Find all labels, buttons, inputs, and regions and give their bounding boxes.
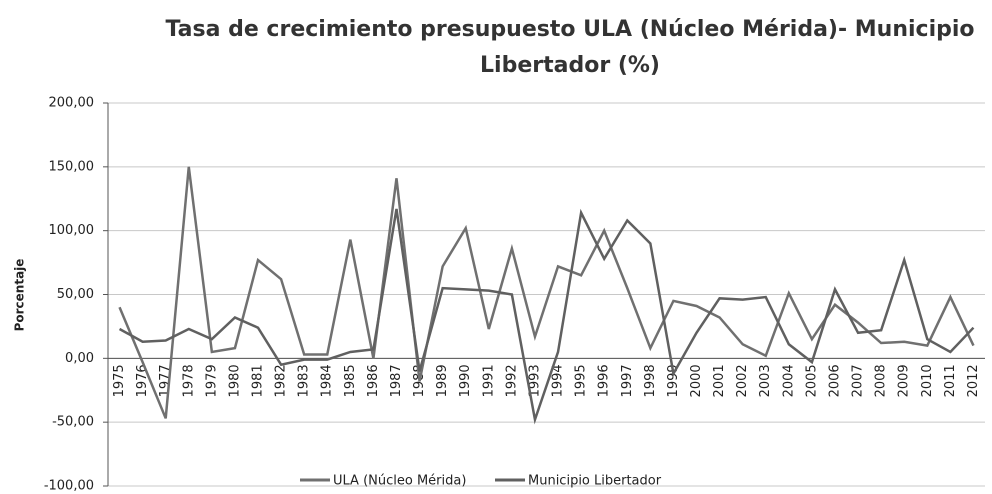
x-tick-label: 2001 [712,364,727,397]
x-tick-label: 1981 [251,364,266,397]
legend-label: ULA (Núcleo Mérida) [333,474,466,489]
x-tick-label: 1999 [666,364,681,397]
legend-label: Municipio Libertador [528,474,662,489]
x-tick-label: 2004 [781,364,796,397]
x-tick-label: 2012 [966,364,981,397]
x-tick-label: 1990 [458,364,473,397]
y-tick-label: 150,00 [49,159,95,174]
y-tick-label: -50,00 [52,415,94,430]
series-line [118,208,975,425]
y-tick-label: 0,00 [65,351,94,366]
x-tick-label: 1976 [135,364,150,397]
x-tick-label: 1986 [366,364,381,397]
x-tick-label: 2003 [758,364,773,397]
x-tick-label: 1992 [504,364,519,397]
x-tick-label: 2009 [897,364,912,397]
x-tick-label: 2010 [920,364,935,397]
y-tick-label: 200,00 [49,96,95,111]
x-tick-label: 1975 [112,364,127,397]
chart-title: Tasa de crecimiento presupuesto ULA (Núc… [165,17,974,42]
y-tick-label: -100,00 [44,479,94,494]
x-tick-label: 1984 [320,364,335,397]
x-tick-label: 2011 [943,364,958,397]
y-tick-label: 100,00 [49,223,95,238]
x-tick-label: 1991 [481,364,496,397]
x-tick-label: 1993 [527,364,542,397]
x-tick-label: 1985 [343,364,358,397]
x-tick-label: 1982 [274,364,289,397]
x-tick-label: 2006 [827,364,842,397]
x-tick-label: 1989 [435,364,450,397]
x-tick-label: 2000 [689,364,704,397]
x-tick-label: 2008 [874,364,889,397]
x-tick-label: 2002 [735,364,750,397]
x-tick-label: 1978 [181,364,196,397]
x-tick-label: 1994 [551,364,566,397]
x-tick-label: 2007 [851,364,866,397]
x-tick-label: 1979 [204,364,219,397]
y-tick-label: 50,00 [57,287,94,302]
x-tick-label: 1996 [597,364,612,397]
x-tick-label: 1998 [643,364,658,397]
x-tick-label: 1995 [574,364,589,397]
x-tick-label: 1983 [297,364,312,397]
chart-title: Libertador (%) [480,53,660,78]
x-tick-label: 2005 [804,364,819,397]
x-tick-label: 1980 [227,364,242,397]
y-axis-label: Porcentaje [13,259,27,332]
x-tick-label: 1987 [389,364,404,397]
series-line [118,166,975,419]
x-tick-label: 1997 [620,364,635,397]
